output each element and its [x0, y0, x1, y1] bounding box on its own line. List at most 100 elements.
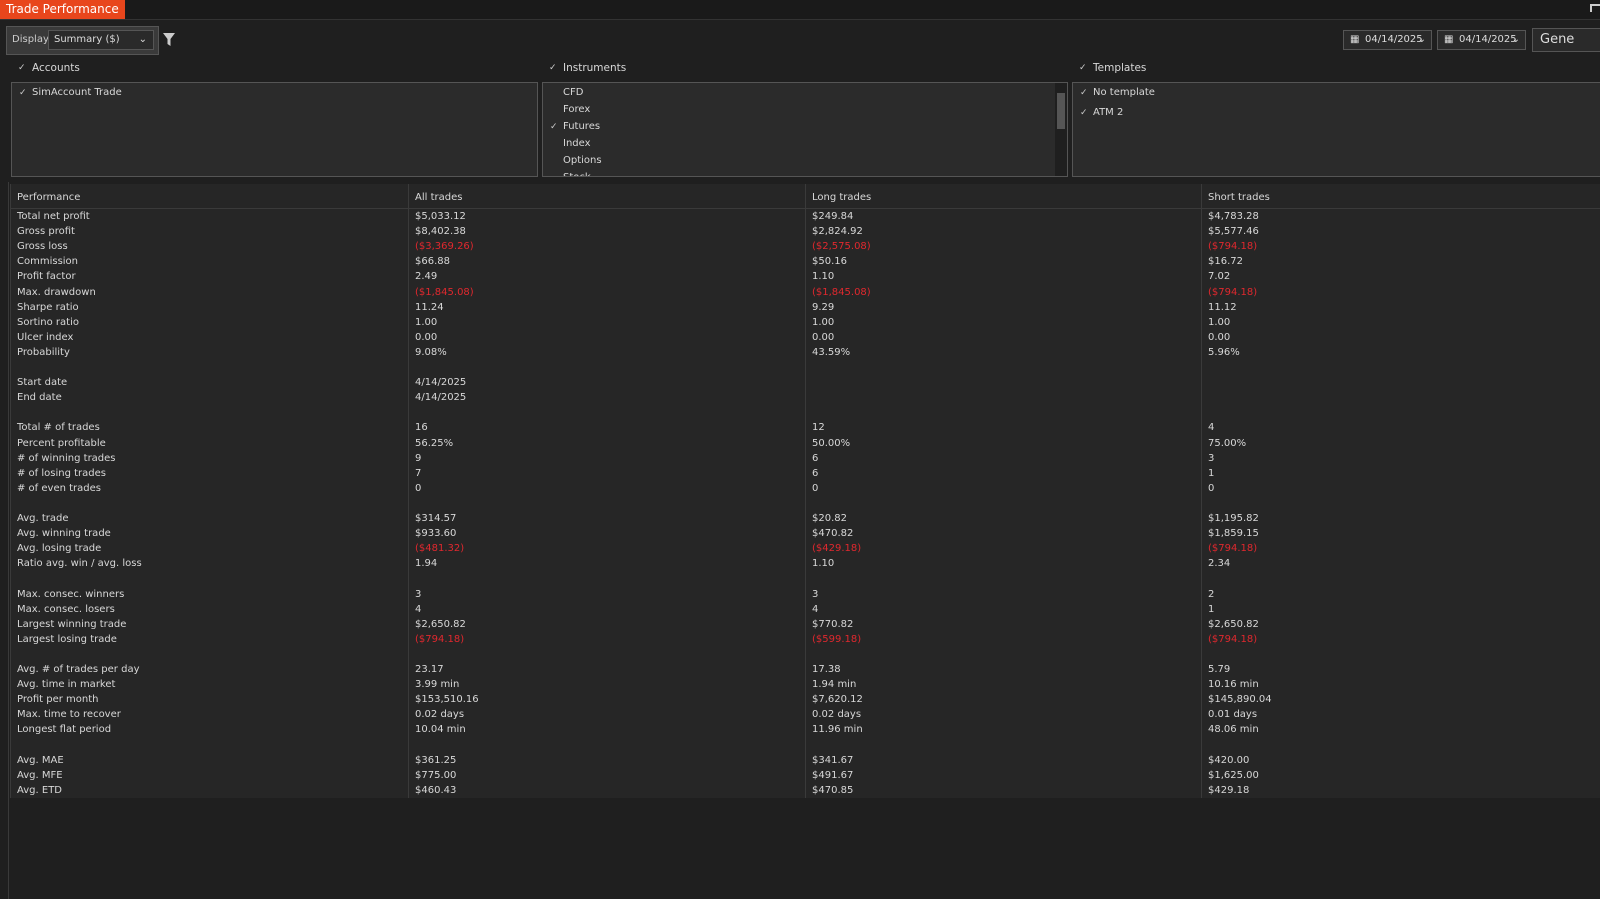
- cell-value: 56.25%: [415, 437, 454, 449]
- cell-value: 10.04 min: [415, 724, 466, 736]
- list-item[interactable]: Options: [563, 155, 602, 166]
- cell-value: ($481.32): [415, 543, 465, 555]
- cell-value: $775.00: [415, 769, 457, 781]
- cell-value: 17.38: [812, 664, 841, 675]
- scroll-thumb[interactable]: [1057, 93, 1065, 129]
- cell-value: $933.60: [415, 528, 457, 540]
- row-label: Gross profit: [17, 226, 75, 238]
- group-title[interactable]: Accounts: [32, 62, 80, 74]
- row-label: Percent profitable: [17, 437, 106, 449]
- group-title[interactable]: Instruments: [563, 62, 627, 74]
- display-label: Display: [12, 34, 49, 45]
- cell-value: 12: [812, 422, 825, 434]
- cell-value: ($794.18): [1208, 633, 1258, 645]
- cell-value: ($794.18): [1208, 543, 1258, 555]
- row-label: Avg. MAE: [17, 754, 64, 766]
- row-label: Max. consec. winners: [17, 588, 125, 600]
- cell-value: $20.82: [812, 513, 847, 524]
- cell-value: 7: [415, 467, 422, 479]
- window-button[interactable]: [1590, 4, 1600, 12]
- column-header[interactable]: Performance: [17, 192, 81, 203]
- cell-value: $314.57: [415, 513, 457, 524]
- group-title[interactable]: Templates: [1093, 62, 1147, 74]
- row-label: Sharpe ratio: [17, 301, 79, 313]
- cell-value: $2,650.82: [1208, 618, 1259, 630]
- cell-value: 4: [415, 603, 422, 615]
- cell-value: 11.96 min: [812, 724, 863, 736]
- group-check: ✓: [1079, 63, 1087, 73]
- cell-value: 4: [812, 603, 819, 615]
- list-item[interactable]: Forex: [563, 104, 591, 115]
- display-select[interactable]: Summary ($) ⌄: [48, 30, 154, 50]
- cell-value: $470.82: [812, 528, 854, 540]
- row-label: Sortino ratio: [17, 316, 79, 328]
- cell-value: 50.00%: [812, 437, 851, 449]
- row-label: Max. time to recover: [17, 709, 121, 721]
- cell-value: 0.02 days: [415, 709, 465, 721]
- cell-value: ($3,369.26): [415, 241, 474, 253]
- list-item[interactable]: CFD: [563, 87, 584, 98]
- cell-value: 6: [812, 467, 819, 479]
- cell-value: 5.79: [1208, 664, 1231, 675]
- group-check: ✓: [549, 63, 557, 73]
- cell-value: $7,620.12: [812, 694, 863, 706]
- cell-value: 0.00: [415, 331, 438, 343]
- cell-value: 4/14/2025: [415, 392, 467, 404]
- cell-value: $145,890.04: [1208, 694, 1272, 706]
- cell-value: $770.82: [812, 618, 854, 630]
- cell-value: ($599.18): [812, 633, 862, 645]
- column-header[interactable]: Short trades: [1208, 192, 1270, 203]
- cell-value: $341.67: [812, 754, 854, 766]
- end-date: 04/14/2025: [1459, 34, 1517, 45]
- start-date: 04/14/2025: [1365, 34, 1423, 45]
- list-item[interactable]: ATM 2: [1093, 107, 1124, 118]
- cell-value: 1.94: [415, 558, 438, 570]
- cell-value: 9.08%: [415, 346, 447, 358]
- list-item[interactable]: Stock: [563, 172, 591, 176]
- column: [10, 184, 409, 798]
- row-label: Total net profit: [17, 211, 90, 222]
- cell-value: $429.18: [1208, 784, 1250, 796]
- display-value: Summary ($): [54, 34, 120, 45]
- filter-list: ✓ No template ✓ ATM 2: [1072, 82, 1600, 177]
- cell-value: $249.84: [812, 211, 854, 222]
- row-label: Start date: [17, 377, 68, 389]
- cell-value: 1: [1208, 467, 1215, 479]
- row-label: Avg. MFE: [17, 769, 63, 781]
- cell-value: ($794.18): [1208, 286, 1258, 298]
- performance-table: Performance All trades Long trades Short tr…: [10, 184, 1600, 798]
- cell-value: 3: [812, 588, 819, 600]
- row-label: Probability: [17, 346, 70, 358]
- generate-button[interactable]: Gene: [1532, 28, 1600, 52]
- row-label: Avg. losing trade: [17, 543, 102, 555]
- column-header[interactable]: Long trades: [812, 192, 872, 203]
- start-date-picker[interactable]: ▦ 04/14/2025 ⌄: [1343, 30, 1432, 50]
- row-label: Ulcer index: [17, 331, 74, 343]
- column: [408, 184, 806, 798]
- cell-value: 0.02 days: [812, 709, 862, 721]
- cell-value: ($2,575.08): [812, 241, 871, 253]
- filter-icon[interactable]: [163, 33, 175, 46]
- row-label: # of even trades: [17, 482, 101, 494]
- cell-value: 0.01 days: [1208, 709, 1258, 721]
- list-item[interactable]: Index: [563, 138, 591, 149]
- cell-value: 1.00: [1208, 316, 1231, 328]
- cell-value: 0.00: [812, 331, 835, 343]
- row-label: # of winning trades: [17, 452, 116, 464]
- cell-value: ($794.18): [415, 633, 465, 645]
- list-item[interactable]: Futures: [563, 121, 601, 132]
- cell-value: 1: [1208, 603, 1215, 615]
- cell-value: 3.99 min: [415, 679, 460, 691]
- cell-value: $5,577.46: [1208, 226, 1259, 238]
- list-item[interactable]: SimAccount Trade: [32, 87, 122, 98]
- end-date-picker[interactable]: ▦ 04/14/2025 ⌄: [1437, 30, 1526, 50]
- column-header[interactable]: All trades: [415, 192, 463, 203]
- cell-value: 0: [1208, 482, 1215, 494]
- list-item[interactable]: No template: [1093, 87, 1155, 98]
- cell-value: $66.88: [415, 256, 450, 268]
- cell-value: 3: [415, 588, 422, 600]
- row-label: Largest winning trade: [17, 618, 127, 630]
- display-group: Display Summary ($) ⌄: [6, 26, 159, 55]
- scrollbar[interactable]: [1055, 83, 1067, 176]
